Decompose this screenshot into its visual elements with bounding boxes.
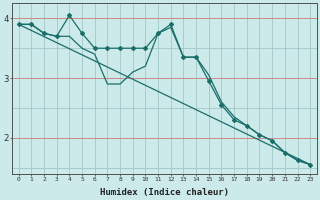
X-axis label: Humidex (Indice chaleur): Humidex (Indice chaleur) — [100, 188, 229, 197]
